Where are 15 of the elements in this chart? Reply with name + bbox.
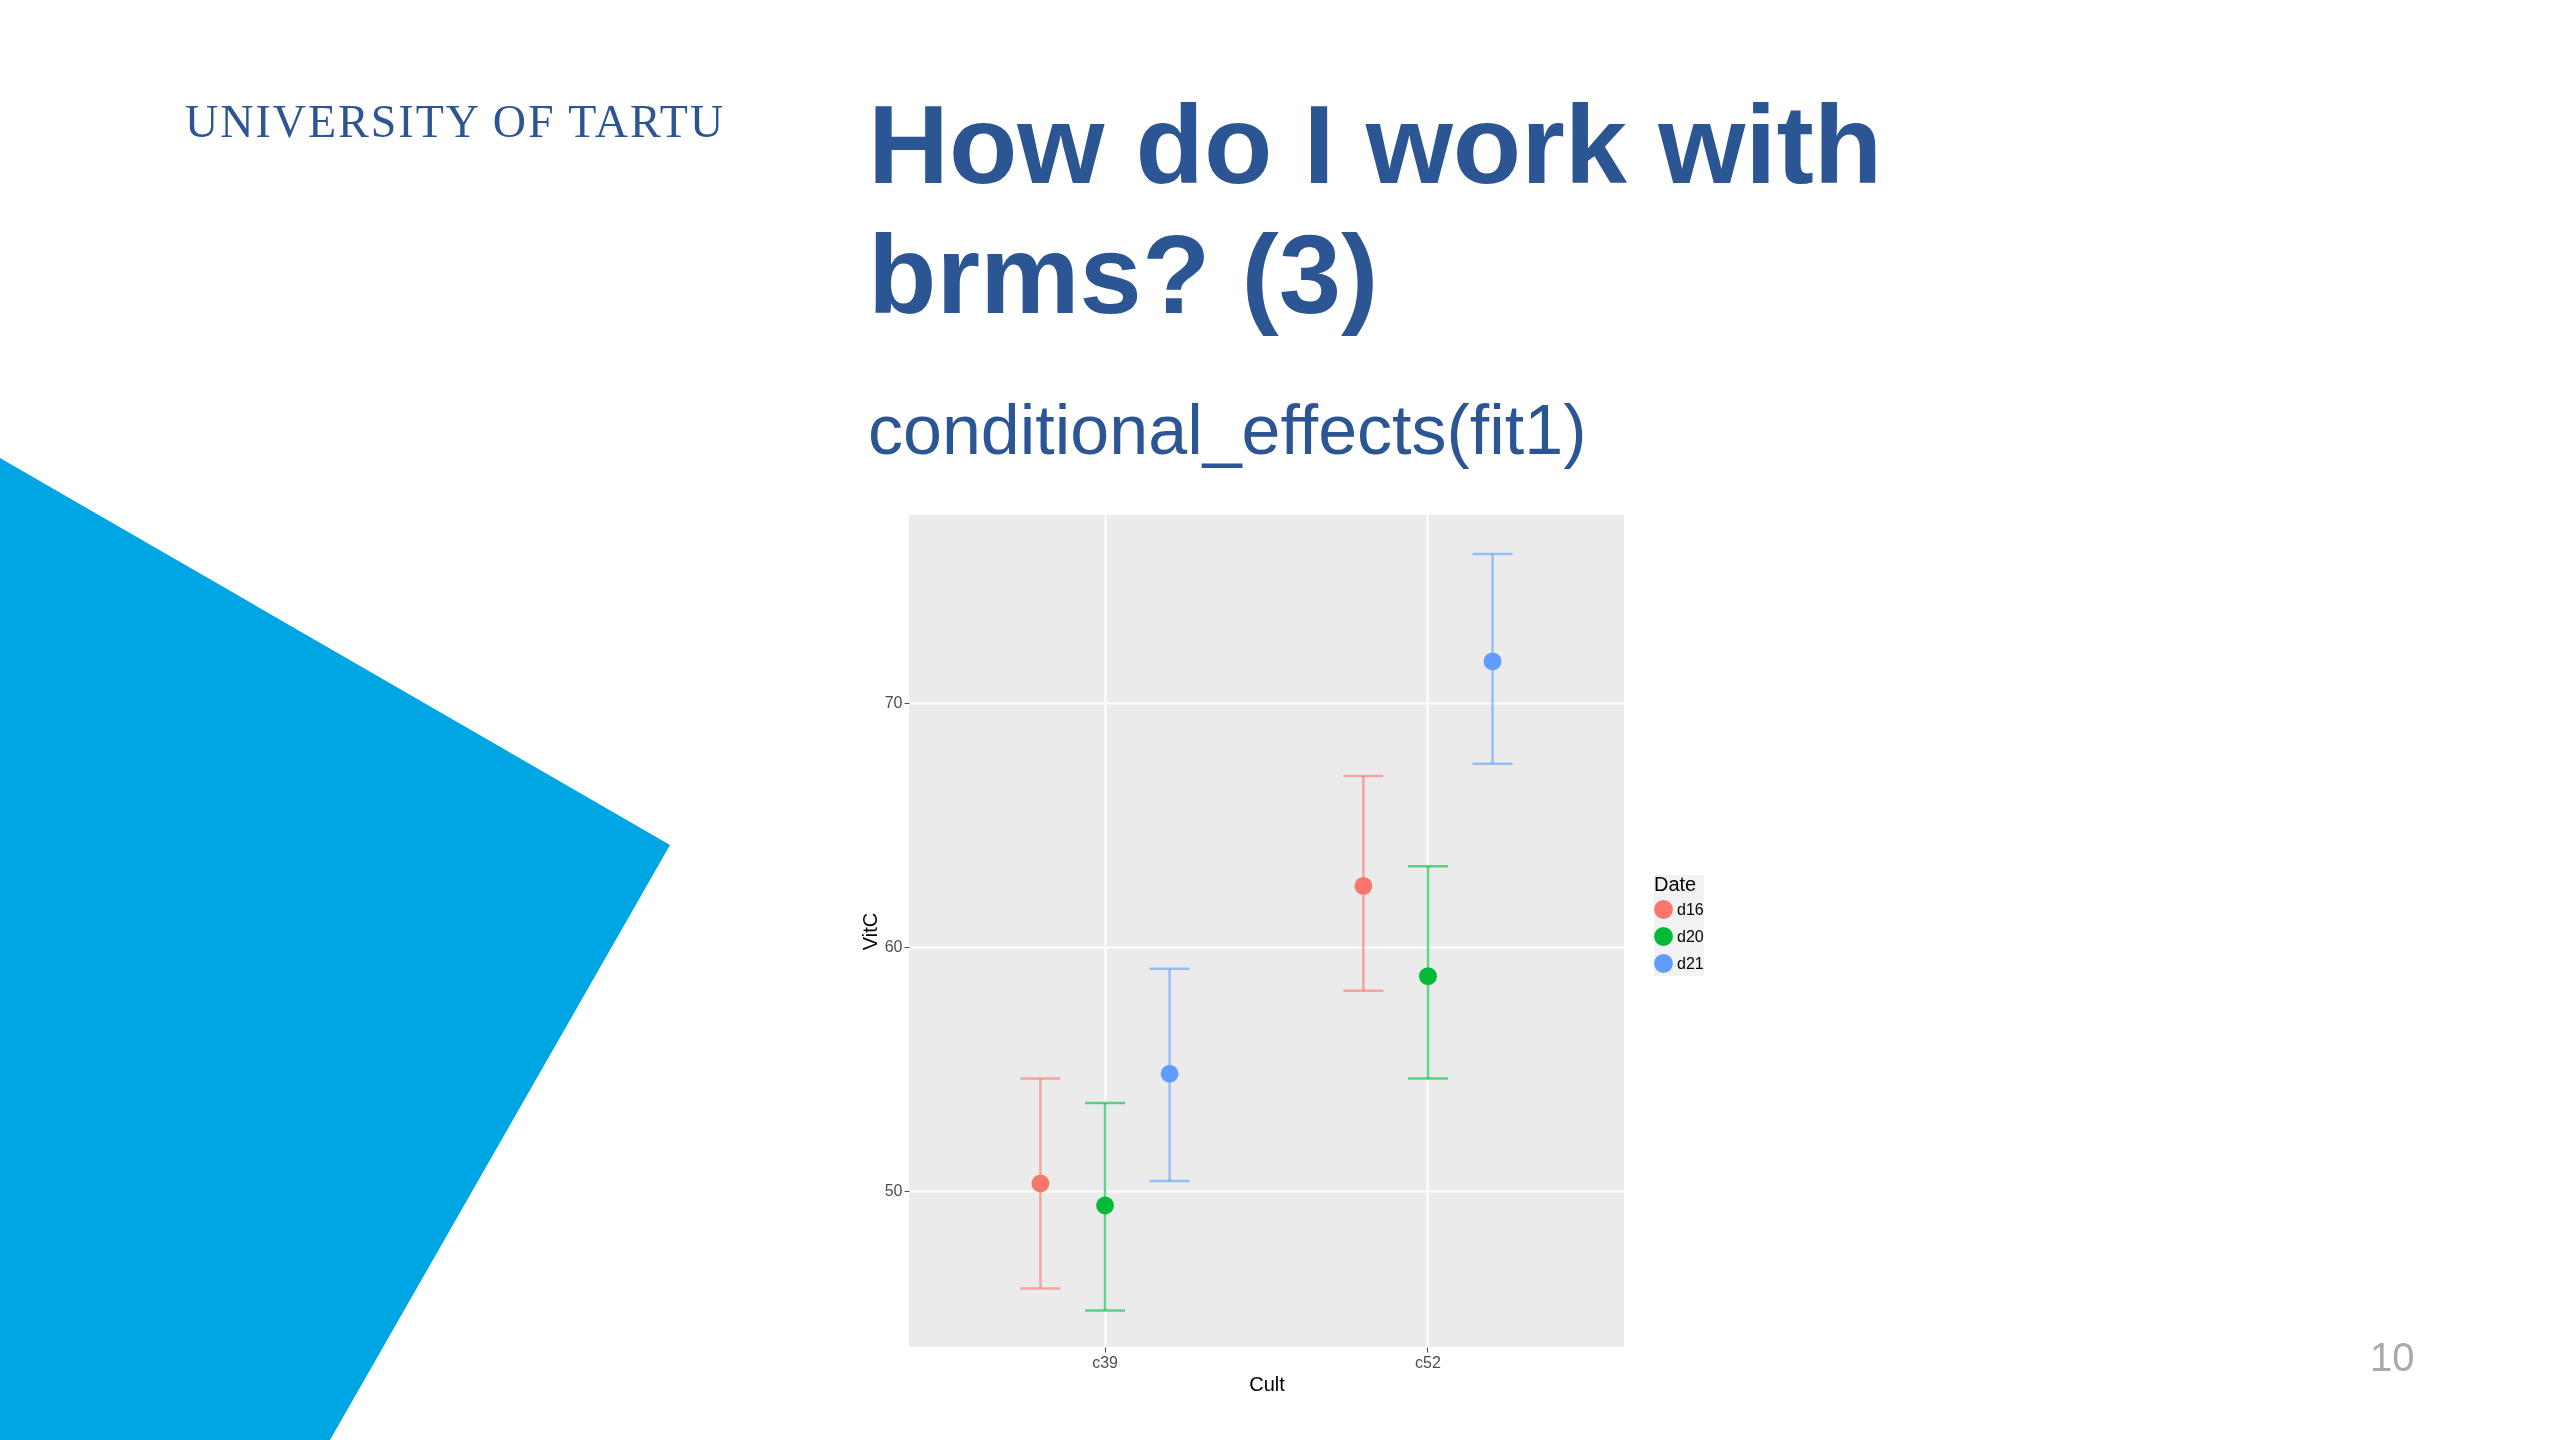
y-tick-label: 70	[884, 694, 903, 712]
x-tick-label: c39	[1092, 1353, 1119, 1371]
legend-title: Date	[1654, 873, 1697, 895]
legend-label: d20	[1677, 927, 1704, 945]
x-axis-title: Cult	[1249, 1372, 1286, 1395]
y-axis-title: VitC	[858, 912, 881, 951]
text: UNIVERSITY OF TARTU	[185, 95, 726, 148]
y-tick-label: 60	[884, 938, 903, 956]
x-tick-label: c52	[1415, 1353, 1441, 1371]
chart-title: How do I work with brms? (3)	[868, 81, 1884, 339]
text: 10	[2370, 1335, 2415, 1380]
chart-subtitle: conditional_effects(fit1)	[868, 390, 1587, 470]
legend-label: d21	[1677, 954, 1704, 972]
y-tick-label: 50	[884, 1182, 903, 1200]
legend-label: d16	[1677, 900, 1704, 918]
